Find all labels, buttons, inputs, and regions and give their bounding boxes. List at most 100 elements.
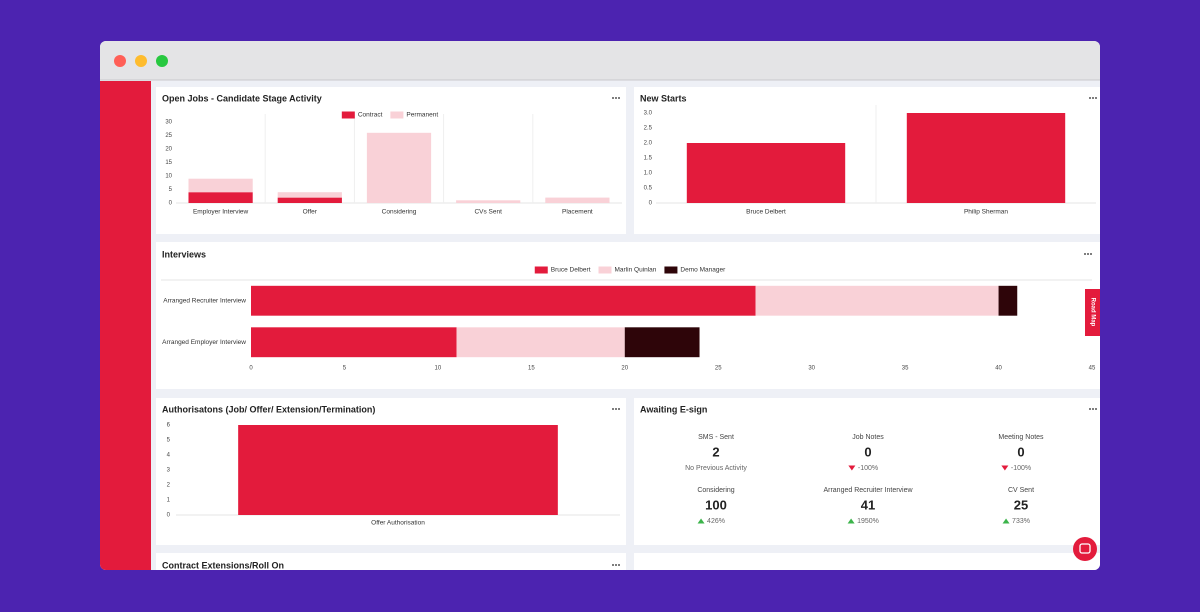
panel-menu[interactable] <box>612 564 620 566</box>
legend: Bruce Delbert Marlin Quinlan Demo Manager <box>534 266 726 274</box>
kpi-change: 733% <box>1012 518 1030 525</box>
legend-label: Permanent <box>406 112 438 119</box>
panel-menu[interactable] <box>1089 97 1097 99</box>
kpi-label: Considering <box>697 487 734 494</box>
x-tick-label: 25 <box>715 366 722 372</box>
y-tick-label: 1.0 <box>644 171 653 177</box>
kpi-value: 25 <box>1014 497 1028 512</box>
legend-label: Bruce Delbert <box>551 267 591 274</box>
bar <box>456 327 625 358</box>
trend-arrow <box>848 465 856 471</box>
legend-swatch <box>534 266 548 274</box>
y-tick-label: 20 <box>165 147 172 153</box>
panel-menu[interactable] <box>1084 253 1092 255</box>
x-tick-label: 40 <box>995 366 1002 372</box>
x-tick-label: Bruce Delbert <box>746 209 786 216</box>
x-tick-label: Employer Interview <box>193 209 249 216</box>
x-tick-label: 10 <box>435 366 442 372</box>
x-tick-label: 5 <box>343 366 347 372</box>
minimize-button[interactable] <box>135 55 147 67</box>
y-tick-label: 1 <box>167 498 171 504</box>
chart-title: Authorisatons (Job/ Offer/ Extension/Ter… <box>162 404 375 414</box>
y-tick-label: 2.5 <box>644 126 653 132</box>
bar <box>755 285 999 316</box>
bar <box>251 327 457 358</box>
kpi-value: 0 <box>864 444 871 459</box>
panel <box>634 553 1100 570</box>
kpi-change: -100% <box>858 465 878 472</box>
x-tick-label: 30 <box>808 366 815 372</box>
kpi-label: Meeting Notes <box>998 434 1044 441</box>
charts: Open Jobs - Candidate Stage Activity0510… <box>161 93 1096 527</box>
bar <box>998 285 1018 316</box>
kpi-change: 426% <box>707 518 725 525</box>
legend-swatch <box>341 111 355 119</box>
trend-arrow <box>1002 518 1010 524</box>
y-tick-label: 1.5 <box>644 156 653 162</box>
close-button[interactable] <box>114 55 126 67</box>
panel-title: Contract Extensions/Roll On <box>162 560 284 570</box>
x-tick-label: 20 <box>621 366 628 372</box>
bar <box>277 192 342 198</box>
y-tick-label: 15 <box>165 160 172 166</box>
road-map-tab[interactable] <box>1085 289 1101 336</box>
bar <box>686 143 846 203</box>
chat-icon <box>1079 543 1091 554</box>
x-tick-label: 0 <box>249 366 253 372</box>
chat-button[interactable] <box>1073 537 1097 561</box>
kpi-value: 0 <box>1017 444 1024 459</box>
y-tick-label: 25 <box>165 133 172 139</box>
panel-menu[interactable] <box>612 408 620 410</box>
bar <box>188 178 253 193</box>
y-tick-label: 4 <box>167 453 171 459</box>
panel <box>156 553 626 570</box>
x-tick-label: Philip Sherman <box>964 209 1008 216</box>
y-tick-label: Arranged Employer Interview <box>162 339 246 346</box>
x-tick-label: Considering <box>382 209 417 216</box>
kpi-label: CV Sent <box>1008 487 1034 494</box>
panel-menu[interactable] <box>612 97 620 99</box>
browser-window: Contract Extensions/Roll On Awaiting E-s… <box>100 41 1101 570</box>
legend-label: Demo Manager <box>680 267 726 274</box>
x-tick-label: Placement <box>562 209 593 216</box>
road-map-label[interactable]: Road Map <box>1089 298 1095 327</box>
maximize-button[interactable] <box>156 55 168 67</box>
trend-arrow <box>847 518 855 524</box>
legend-label: Marlin Quinlan <box>615 267 657 274</box>
kpi-change: -100% <box>1011 465 1031 472</box>
bar <box>545 197 610 203</box>
kpi-change: 1950% <box>857 518 879 525</box>
bar <box>188 192 253 203</box>
legend-swatch <box>664 266 678 274</box>
x-tick-label: 35 <box>902 366 909 372</box>
trend-arrow <box>697 518 705 524</box>
kpi-value: 41 <box>861 497 875 512</box>
y-tick-label: 0.5 <box>644 186 653 192</box>
bar <box>456 200 521 203</box>
legend-label: Contract <box>358 112 383 119</box>
bar <box>251 285 756 316</box>
kpi-label: Job Notes <box>852 434 884 441</box>
x-tick-label: 15 <box>528 366 535 372</box>
kpi-label: SMS - Sent <box>698 434 734 441</box>
x-tick-label: 45 <box>1089 366 1096 372</box>
kpi-value: 2 <box>712 444 719 459</box>
panel <box>634 398 1100 545</box>
y-tick-label: 2 <box>167 483 171 489</box>
y-tick-label: 0 <box>167 513 171 519</box>
y-tick-label: 5 <box>169 187 173 193</box>
y-tick-label: 30 <box>165 120 172 126</box>
y-tick-label: 2.0 <box>644 141 653 147</box>
y-tick-label: 0 <box>169 201 173 207</box>
x-tick-label: Offer <box>303 209 318 216</box>
x-tick-label: Offer Authorisation <box>371 520 425 527</box>
title-bar <box>100 41 1100 80</box>
bar <box>624 327 700 358</box>
bar <box>238 425 558 515</box>
panel-menu[interactable] <box>1089 408 1097 410</box>
y-tick-label: 10 <box>165 174 172 180</box>
sidebar <box>100 81 151 570</box>
kpi-change: No Previous Activity <box>685 465 747 472</box>
kpi-value: 100 <box>705 497 727 512</box>
